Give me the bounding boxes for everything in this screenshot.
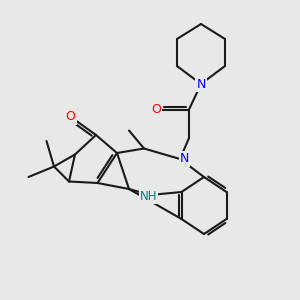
Text: N: N	[180, 152, 189, 166]
Text: O: O	[66, 110, 75, 124]
Text: NH: NH	[140, 190, 157, 203]
Text: N: N	[196, 77, 206, 91]
Text: O: O	[151, 103, 161, 116]
